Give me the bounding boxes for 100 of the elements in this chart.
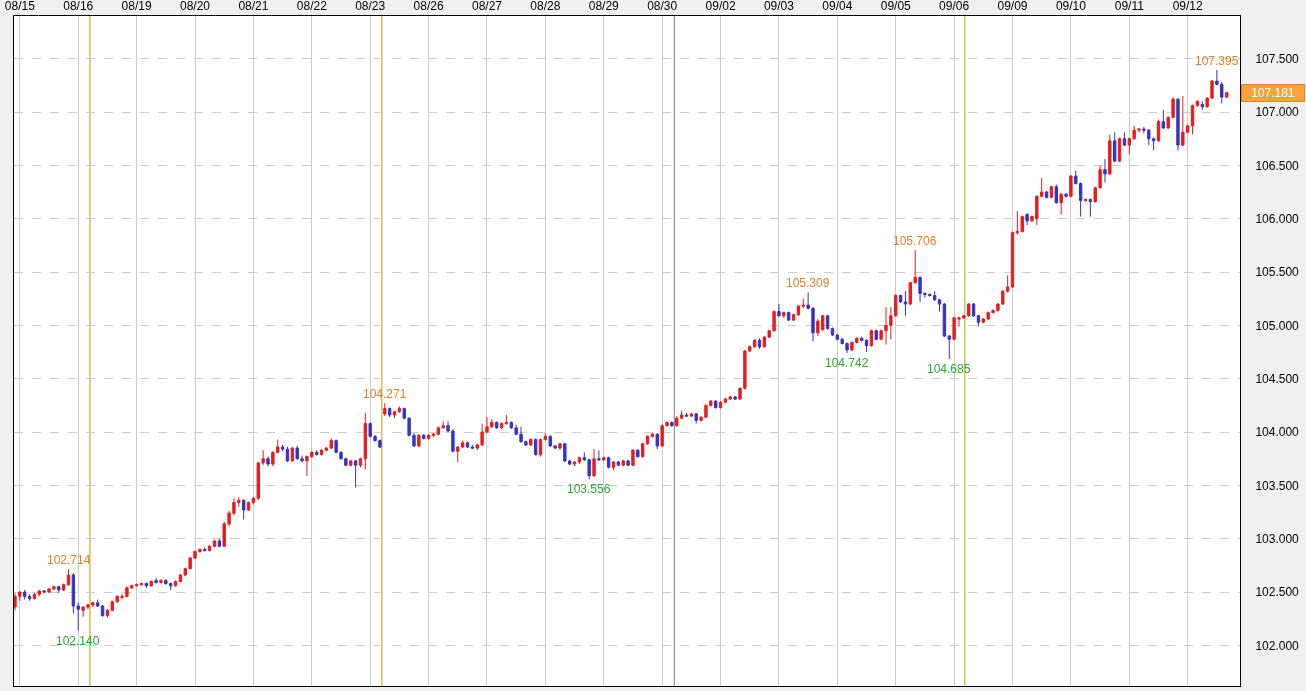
candlestick <box>1044 190 1049 199</box>
candlestick <box>602 456 606 461</box>
candlestick <box>37 589 41 597</box>
annotation: 105.706 <box>893 234 937 248</box>
candlestick <box>577 456 582 465</box>
candlestick <box>154 577 158 585</box>
candlestick <box>1108 133 1112 176</box>
candlestick <box>1054 184 1058 205</box>
candlestick <box>1059 192 1063 215</box>
annotation: 103.556 <box>567 482 611 496</box>
candlestick <box>611 460 616 471</box>
candlestick <box>825 314 830 331</box>
candlestick <box>1113 131 1117 163</box>
candlestick <box>903 290 908 317</box>
candlestick <box>971 302 976 318</box>
x-tick-label: 08/26 <box>413 0 444 14</box>
x-tick-label: 09/02 <box>705 0 736 14</box>
y-tick-label: 106.500 <box>1255 158 1300 173</box>
candlestick <box>27 593 32 602</box>
candlestick <box>353 459 358 489</box>
candlestick <box>285 446 290 463</box>
candlestick <box>422 434 426 441</box>
candlestick <box>874 329 878 341</box>
x-tick-label: 08/15 <box>4 0 36 14</box>
y-tick-label: 103.500 <box>1255 478 1300 493</box>
candlestick <box>728 395 732 400</box>
candlestick <box>383 402 387 417</box>
candlestick <box>397 405 402 413</box>
candlestick <box>655 432 659 450</box>
candlestick <box>456 445 460 463</box>
candlestick <box>23 589 27 601</box>
x-tick-label: 09/12 <box>1172 0 1204 14</box>
x-tick-label: 08/27 <box>471 0 503 14</box>
y-tick-label: 107.000 <box>1255 105 1300 120</box>
candlestick <box>529 437 533 447</box>
candlestick <box>689 412 694 417</box>
annotation: 104.742 <box>825 356 869 370</box>
x-tick-label: 08/30 <box>647 0 678 14</box>
candlestick <box>670 421 674 428</box>
x-tick-label: 08/21 <box>238 0 269 14</box>
candlestick <box>280 444 285 452</box>
candlestick <box>42 589 46 594</box>
candlestick <box>1069 174 1073 198</box>
candlestick <box>329 437 333 450</box>
candlestick <box>1224 91 1229 99</box>
candlestick <box>757 337 762 350</box>
candlestick <box>470 444 475 450</box>
y-tick-label: 105.500 <box>1255 265 1300 280</box>
candlestick <box>212 539 217 548</box>
candlestick <box>246 500 251 512</box>
candlestick <box>572 460 577 467</box>
candlestick <box>533 437 538 457</box>
candlestick <box>684 412 689 418</box>
candlestick <box>976 314 981 327</box>
candlestick <box>626 459 630 467</box>
candlestick <box>864 338 869 353</box>
candlestick <box>621 459 625 467</box>
candlestick <box>495 420 499 430</box>
x-tick-label: 08/22 <box>296 0 328 14</box>
candlestick <box>363 412 368 470</box>
x-tick-label: 08/29 <box>588 0 620 14</box>
candlestick <box>786 311 791 322</box>
candlestick <box>1190 104 1195 135</box>
candlestick <box>782 311 786 319</box>
candlestick <box>694 412 698 425</box>
annotation: 105.309 <box>786 276 830 290</box>
candlestick <box>616 461 621 467</box>
candlestick <box>349 459 353 467</box>
x-tick-label: 08/19 <box>121 0 152 14</box>
y-tick-label: 105.000 <box>1255 318 1300 333</box>
candlestick <box>723 397 728 403</box>
y-tick-label: 104.000 <box>1255 425 1300 440</box>
candlestick <box>168 583 173 591</box>
candlestick <box>66 568 71 587</box>
x-tick-label: 09/05 <box>880 0 912 14</box>
x-tick-label: 09/04 <box>822 0 853 14</box>
candlestick <box>538 437 543 458</box>
y-tick-label: 107.500 <box>1255 51 1300 66</box>
x-tick-label: 08/16 <box>63 0 94 14</box>
candlestick <box>830 327 835 337</box>
candlestick <box>1176 97 1180 151</box>
candlestick <box>1156 118 1161 143</box>
candlestick <box>203 546 207 553</box>
candlestick <box>733 396 737 401</box>
candlestick <box>1015 210 1020 236</box>
candlestick <box>426 433 431 439</box>
candlestick <box>543 432 548 441</box>
y-tick-label: 102.500 <box>1255 585 1300 600</box>
candlestick <box>1083 197 1088 203</box>
candlestick <box>1103 158 1107 183</box>
candlestick <box>100 604 105 618</box>
candlestick <box>592 448 596 478</box>
candlestick <box>777 303 781 318</box>
candlestick <box>1088 199 1093 218</box>
candlestick <box>290 446 295 463</box>
candlestick <box>631 448 635 467</box>
candlestick <box>504 414 509 426</box>
candlestick <box>465 441 470 449</box>
y-tick-label: 102.000 <box>1255 638 1300 653</box>
x-tick-label: 09/09 <box>997 0 1028 14</box>
